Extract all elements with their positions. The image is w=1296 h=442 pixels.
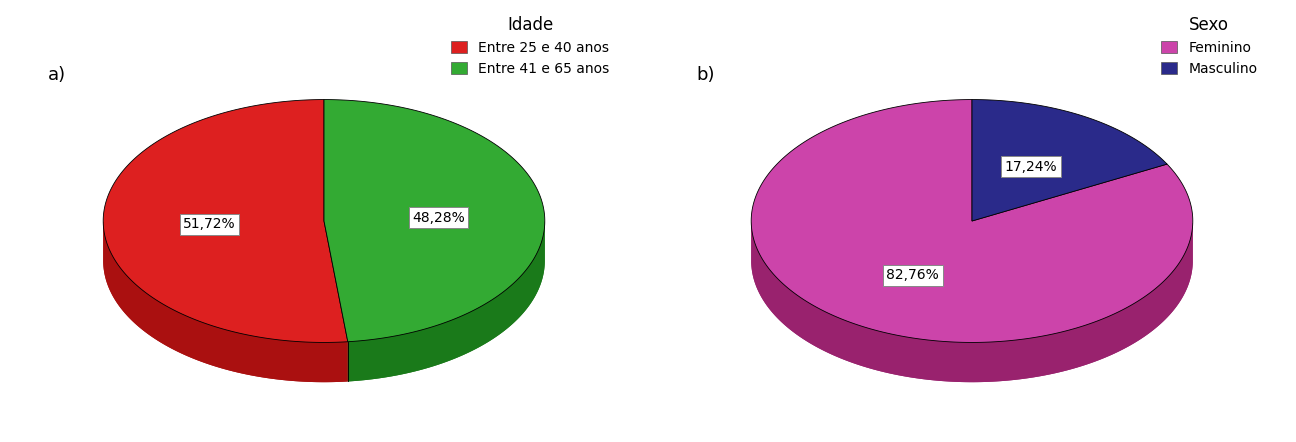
Polygon shape [972, 99, 1168, 221]
Polygon shape [347, 221, 544, 381]
Text: b): b) [696, 66, 714, 84]
Polygon shape [104, 221, 347, 382]
Legend: Feminino, Masculino: Feminino, Masculino [1155, 10, 1264, 81]
Polygon shape [104, 221, 347, 382]
Text: 82,76%: 82,76% [886, 268, 940, 282]
Text: 17,24%: 17,24% [1004, 160, 1058, 174]
Polygon shape [752, 222, 1192, 382]
Text: a): a) [48, 66, 66, 84]
Text: 51,72%: 51,72% [183, 217, 236, 232]
Polygon shape [752, 99, 1192, 343]
Legend: Entre 25 e 40 anos, Entre 41 e 65 anos: Entre 25 e 40 anos, Entre 41 e 65 anos [445, 10, 616, 81]
Text: 48,28%: 48,28% [412, 210, 465, 225]
Polygon shape [104, 99, 347, 343]
Polygon shape [324, 99, 544, 342]
Polygon shape [752, 222, 1192, 382]
Polygon shape [347, 221, 544, 381]
